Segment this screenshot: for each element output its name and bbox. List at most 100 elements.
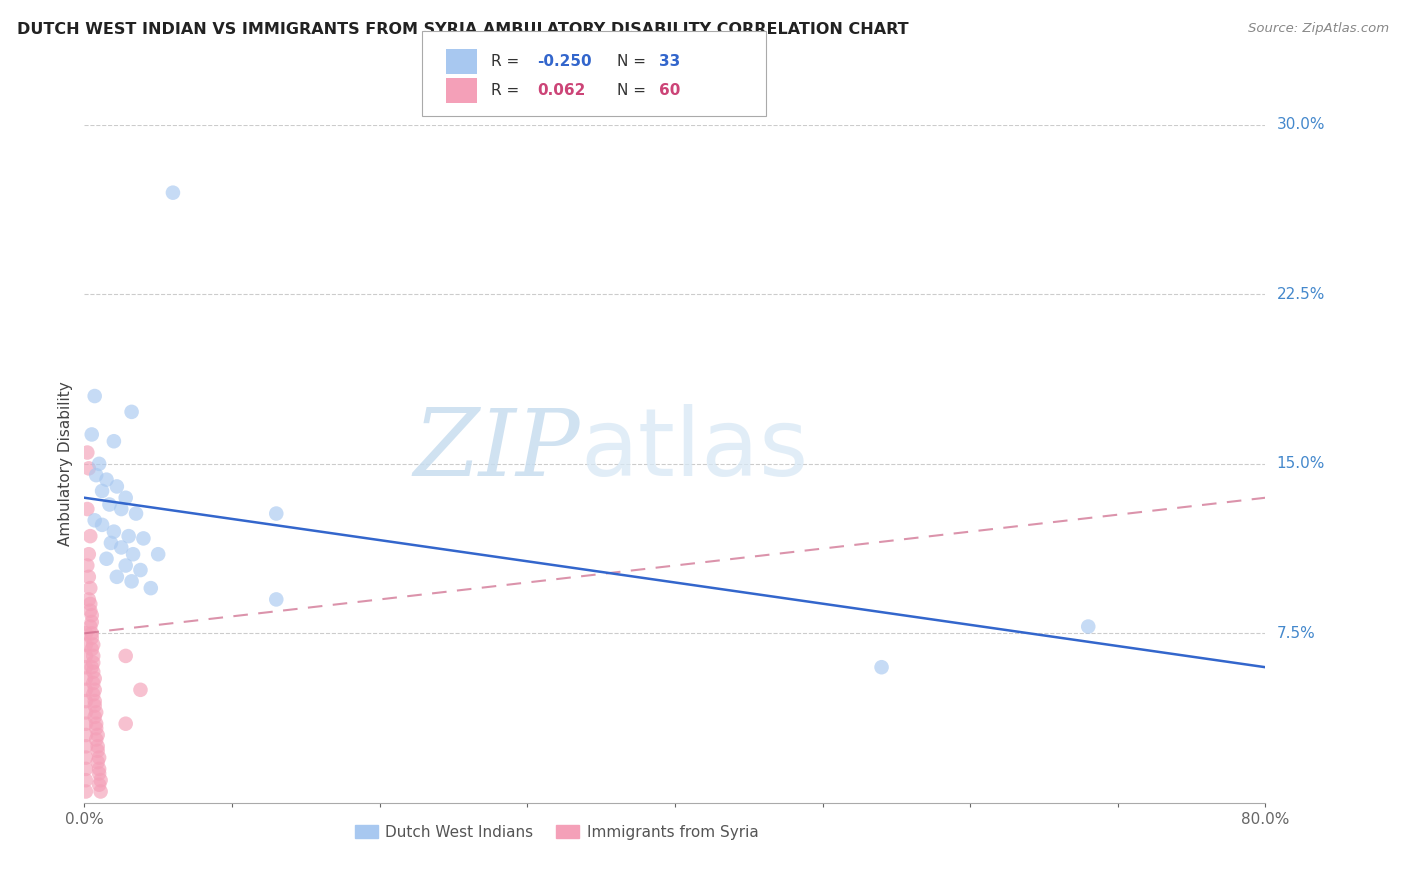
Text: N =: N = (617, 54, 651, 69)
Point (90, 773, 112, 788)
Point (75, 706, 97, 720)
Point (83, 389, 105, 403)
Point (77, 461, 100, 475)
Point (103, 434, 125, 449)
Text: 30.0%: 30.0% (1277, 118, 1324, 132)
Point (75, 682, 97, 697)
Point (162, 186, 184, 200)
Point (80, 660, 103, 674)
Point (76, 445, 98, 459)
Point (84, 716, 107, 731)
Text: 0.062: 0.062 (537, 83, 585, 97)
Point (86, 755, 108, 769)
Point (75, 638, 97, 652)
Point (87, 762, 111, 776)
Point (90, 784, 112, 798)
Point (75, 648, 97, 663)
Point (75, 626, 97, 640)
Point (79, 529, 101, 543)
Point (79, 581, 101, 595)
Point (77, 547, 100, 561)
Point (82, 656, 104, 670)
Point (87, 766, 111, 780)
Y-axis label: Ambulatory Disability: Ambulatory Disability (58, 382, 73, 546)
Point (77, 592, 100, 607)
Point (121, 574, 143, 589)
Point (91, 517, 114, 532)
Text: 60: 60 (659, 83, 681, 97)
Point (75, 784, 97, 798)
Point (86, 739, 108, 754)
Point (83, 710, 105, 724)
Point (76, 502, 98, 516)
Point (83, 698, 105, 713)
Point (75, 773, 97, 788)
Point (79, 619, 101, 633)
Text: R =: R = (491, 54, 524, 69)
Text: -0.250: -0.250 (537, 54, 592, 69)
Point (79, 597, 101, 611)
Point (266, 592, 288, 607)
Point (125, 507, 148, 521)
Text: Source: ZipAtlas.com: Source: ZipAtlas.com (1249, 22, 1389, 36)
Point (82, 687, 104, 701)
Point (82, 676, 104, 690)
Point (139, 581, 162, 595)
Text: R =: R = (491, 83, 524, 97)
Text: 15.0%: 15.0% (1277, 457, 1324, 471)
Text: 22.5%: 22.5% (1277, 287, 1324, 301)
Point (75, 739, 97, 754)
Point (84, 721, 107, 735)
Point (110, 541, 132, 555)
Point (75, 660, 97, 674)
Text: ZIP: ZIP (413, 405, 581, 495)
Point (96, 551, 118, 566)
Point (114, 716, 136, 731)
Point (82, 648, 104, 663)
Point (76, 558, 98, 573)
Point (75, 728, 97, 742)
Point (87, 778, 111, 792)
Point (121, 405, 143, 419)
Point (80, 615, 103, 629)
Point (80, 642, 103, 657)
Point (75, 750, 97, 764)
Point (91, 483, 114, 498)
Point (83, 672, 105, 686)
Text: N =: N = (617, 83, 651, 97)
Point (86, 728, 108, 742)
Point (105, 570, 128, 584)
Point (103, 524, 125, 539)
Point (100, 536, 122, 550)
Point (1077, 619, 1099, 633)
Point (75, 672, 97, 686)
Point (82, 638, 104, 652)
Text: 7.5%: 7.5% (1277, 626, 1315, 640)
Point (114, 491, 136, 505)
Point (82, 665, 104, 679)
Point (87, 457, 111, 471)
Point (129, 682, 152, 697)
Point (96, 473, 118, 487)
Text: DUTCH WEST INDIAN VS IMMIGRANTS FROM SYRIA AMBULATORY DISABILITY CORRELATION CHA: DUTCH WEST INDIAN VS IMMIGRANTS FROM SYR… (17, 22, 908, 37)
Point (80, 608, 103, 623)
Point (129, 563, 152, 577)
Point (84, 468, 107, 483)
Point (122, 547, 145, 561)
Point (79, 604, 101, 618)
Point (132, 532, 155, 546)
Point (80, 626, 103, 640)
Point (114, 558, 136, 573)
Point (870, 660, 893, 674)
Legend: Dutch West Indians, Immigrants from Syria: Dutch West Indians, Immigrants from Syri… (349, 819, 765, 846)
Point (148, 547, 170, 561)
Point (105, 479, 128, 493)
Point (266, 507, 288, 521)
Point (86, 744, 108, 758)
Point (114, 648, 136, 663)
Point (84, 732, 107, 747)
Point (84, 706, 107, 720)
Point (83, 694, 105, 708)
Point (75, 762, 97, 776)
Point (118, 529, 141, 543)
